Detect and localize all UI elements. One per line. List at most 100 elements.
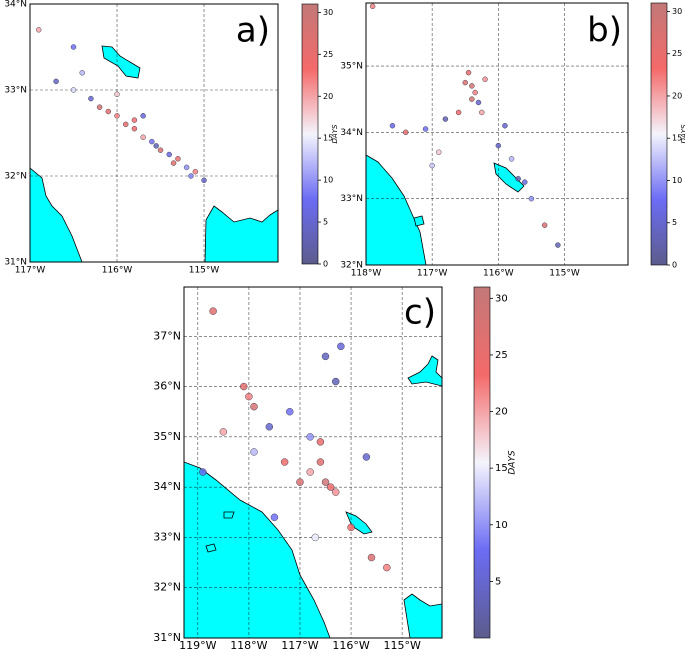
x-tick-label: 115°W: [189, 266, 220, 276]
map-frame: [365, 2, 629, 266]
colorbar-tick-label: 5: [672, 218, 677, 227]
colorbar-tick-label: 20: [672, 91, 682, 100]
event-point: [475, 99, 482, 106]
colorbar-tick-label: 0: [323, 260, 328, 269]
event-point: [332, 377, 340, 386]
colorbar: [473, 286, 491, 639]
event-point: [316, 438, 325, 446]
colorbar-tick-label: 5: [323, 218, 328, 227]
event-point: [188, 173, 194, 179]
y-tick-label: 34°N: [153, 480, 181, 493]
colorbar-tick-label: 20: [495, 407, 508, 418]
map-panel: 117°W 116°W 115°W 31°N 32°N 33°N 34°N a) 0 5 10 15 2…: [4, 0, 339, 276]
event-point: [175, 156, 181, 162]
event-point: [96, 104, 103, 110]
colorbar-tick-label: 10: [323, 176, 333, 185]
x-tick-label: 115°W: [383, 639, 420, 652]
x-tick-label: 118°W: [351, 269, 382, 279]
colorbar-tick-label: 25: [672, 49, 682, 58]
events: [199, 307, 391, 572]
y-tick-label: 32°N: [4, 172, 27, 182]
event-point: [70, 87, 77, 93]
event-point: [280, 458, 289, 466]
event-point: [469, 83, 475, 89]
event-point: [442, 116, 449, 122]
event-point: [528, 195, 535, 202]
event-point: [140, 134, 146, 141]
event-point: [219, 428, 228, 436]
colorbar-tick-label: 5: [495, 576, 501, 587]
event-point: [383, 563, 391, 572]
event-point: [123, 121, 129, 128]
panel-label: a): [236, 11, 270, 51]
event-point: [332, 488, 340, 496]
map-panel: 119°W 118°W 117°W 116°W 115°W 31°N 32°N 33°N 34°…: [153, 286, 518, 652]
colorbar-tick-label: 15: [495, 463, 508, 474]
colorbar-tick-label: 25: [495, 350, 508, 361]
events: [369, 3, 561, 248]
event-point: [502, 123, 508, 129]
events: [36, 27, 207, 184]
event-point: [337, 342, 345, 351]
event-point: [250, 448, 258, 456]
colorbar-label: DAYS: [508, 450, 518, 475]
event-point: [209, 307, 217, 315]
event-point: [201, 177, 207, 184]
event-point: [157, 147, 164, 153]
event-point: [495, 142, 502, 149]
y-tick-label: 31°N: [4, 258, 27, 268]
event-point: [465, 69, 472, 76]
event-point: [472, 89, 478, 96]
x-tick-label: 116°W: [102, 266, 133, 276]
event-point: [541, 222, 548, 228]
event-point: [166, 151, 172, 158]
event-point: [36, 27, 42, 33]
x-tick-label: 117°W: [15, 266, 46, 276]
event-point: [462, 79, 468, 86]
y-tick-label: 33°N: [340, 194, 363, 204]
y-tick-label: 36°N: [153, 380, 181, 393]
event-point: [479, 109, 485, 116]
x-tick-label: 119°W: [179, 639, 216, 652]
x-tick-label: 115°W: [549, 269, 580, 279]
event-point: [321, 352, 330, 361]
event-point: [153, 143, 159, 149]
y-tick-label: 32°N: [340, 261, 363, 271]
event-point: [482, 76, 488, 82]
y-tick-label: 32°N: [153, 581, 181, 594]
x-tick-label: 118°W: [230, 639, 267, 652]
event-point: [455, 109, 462, 116]
x-tick-label: 117°W: [417, 269, 448, 279]
event-point: [53, 78, 59, 85]
colorbar-tick-label: 10: [495, 520, 508, 531]
event-point: [250, 402, 258, 411]
x-tick-label: 116°W: [332, 639, 369, 652]
colorbar-label: DAYS: [680, 124, 685, 143]
event-point: [429, 162, 435, 169]
event-point: [389, 123, 396, 129]
event-point: [316, 458, 325, 466]
colorbar-tick-label: 15: [672, 134, 682, 143]
event-point: [402, 129, 409, 136]
y-tick-label: 31°N: [153, 631, 181, 644]
event-point: [79, 70, 85, 76]
event-point: [270, 513, 279, 522]
colorbar-tick-label: 25: [323, 50, 333, 59]
event-point: [296, 478, 304, 486]
y-tick-label: 34°N: [340, 128, 363, 138]
colorbar: [650, 2, 668, 266]
x-tick-label: 116°W: [483, 269, 514, 279]
event-point: [140, 113, 146, 119]
event-point: [522, 179, 528, 185]
event-point: [240, 382, 248, 391]
event-point: [114, 113, 120, 119]
colorbar-tick-label: 15: [323, 134, 333, 143]
event-point: [362, 453, 371, 461]
event-point: [436, 149, 442, 155]
y-tick-label: 33°N: [4, 86, 27, 96]
event-point: [183, 164, 190, 171]
event-point: [105, 108, 112, 115]
panel-label: c): [404, 293, 436, 333]
colorbar-tick-label: 20: [323, 92, 333, 101]
